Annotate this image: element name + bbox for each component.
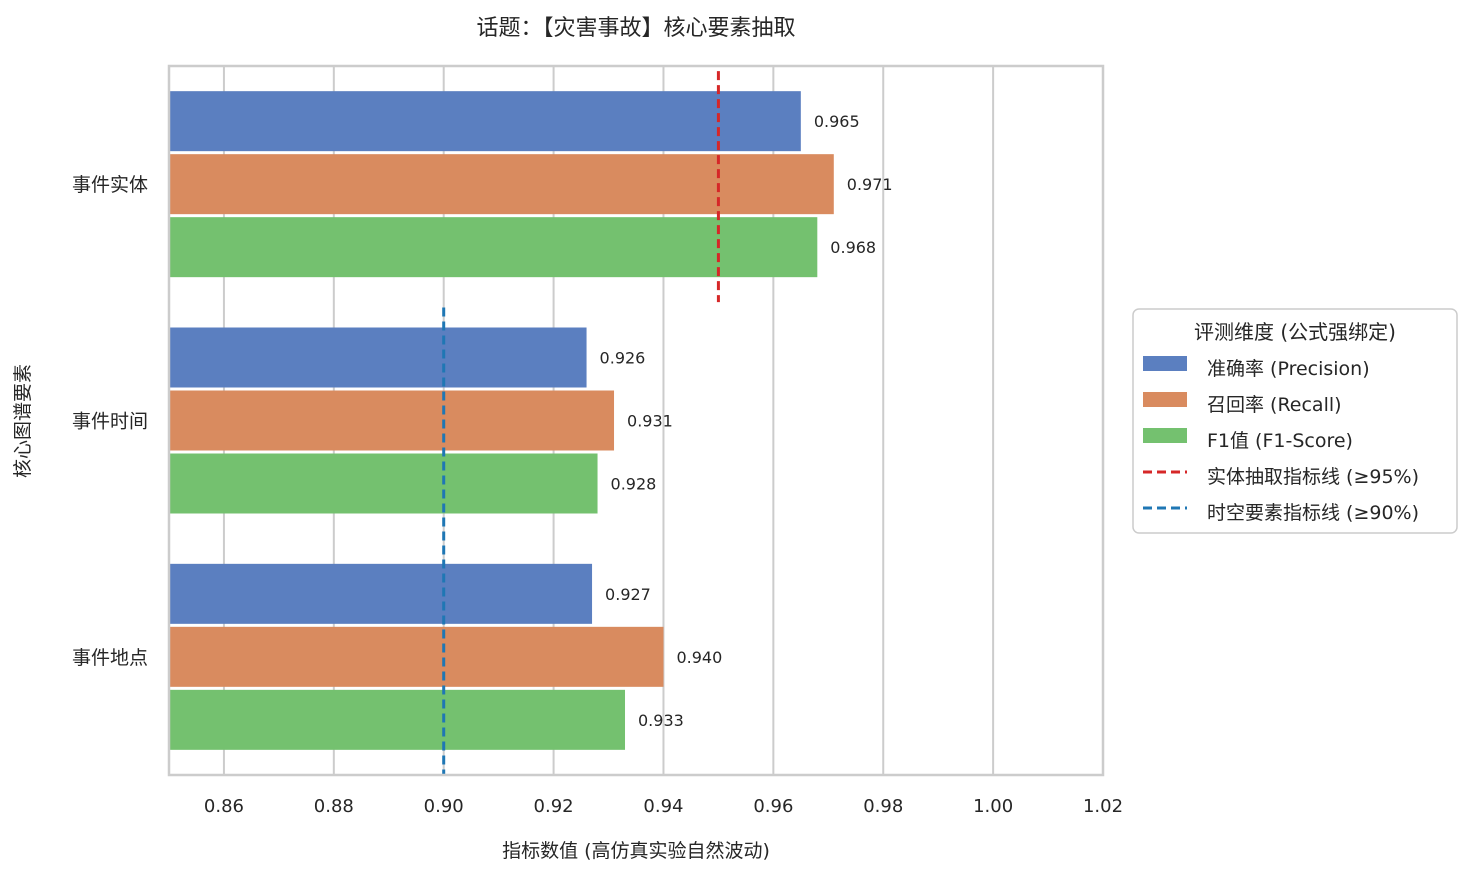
y-category-label: 事件实体 xyxy=(72,174,148,196)
legend-title: 评测维度 (公式强绑定) xyxy=(1194,320,1396,344)
legend-item-label: 实体抽取指标线 (≥95%) xyxy=(1207,466,1419,488)
data-label: 0.926 xyxy=(600,349,646,368)
legend-swatch xyxy=(1143,356,1187,371)
legend-item-label: 召回率 (Recall) xyxy=(1207,394,1342,416)
legend-item-label: F1值 (F1-Score) xyxy=(1207,430,1353,452)
y-axis-label: 核心图谱要素 xyxy=(12,364,34,478)
data-label: 0.927 xyxy=(605,585,651,604)
y-category-label: 事件时间 xyxy=(72,411,148,433)
x-tick-label: 0.90 xyxy=(424,796,464,817)
bar xyxy=(169,453,598,514)
x-tick-label: 1.00 xyxy=(973,796,1013,817)
legend-swatch xyxy=(1143,428,1187,443)
x-tick-label: 0.86 xyxy=(204,796,244,817)
chart-title: 话题：【灾害事故】核心要素抽取 xyxy=(476,16,795,41)
data-label: 0.933 xyxy=(638,711,684,730)
data-label: 0.965 xyxy=(814,112,860,131)
plot-frame xyxy=(167,64,1105,777)
data-label: 0.931 xyxy=(627,412,673,431)
x-axis-label: 指标数值 (高仿真实验自然波动) xyxy=(502,840,770,862)
bar xyxy=(169,327,587,388)
bar xyxy=(169,217,818,278)
bar xyxy=(169,626,664,687)
y-category-label: 事件地点 xyxy=(72,647,148,669)
data-label: 0.928 xyxy=(611,475,657,494)
x-tick-label: 1.02 xyxy=(1083,796,1123,817)
bar xyxy=(169,390,615,451)
bar xyxy=(169,91,801,152)
x-tick-label: 0.96 xyxy=(753,796,793,817)
data-label: 0.968 xyxy=(830,238,876,257)
legend: 评测维度 (公式强绑定) 准确率 (Precision) 召回率 (Recall) F… xyxy=(1132,308,1458,534)
bar xyxy=(169,154,834,215)
legend-frame xyxy=(1132,308,1458,534)
x-tick-label: 0.94 xyxy=(643,796,683,817)
x-tick-label: 0.88 xyxy=(314,796,354,817)
legend-item-label: 准确率 (Precision) xyxy=(1207,358,1370,380)
bar xyxy=(169,689,626,750)
legend-swatch xyxy=(1143,392,1187,407)
bar xyxy=(169,563,593,624)
data-label: 0.971 xyxy=(847,175,893,194)
x-tick-label: 0.98 xyxy=(863,796,903,817)
data-label: 0.940 xyxy=(676,648,722,667)
plot-area: 0.86 0.88 0.90 0.92 0.94 0.96 0.98 1.00 1.02 0.96… xyxy=(72,64,1123,817)
legend-item-label: 时空要素指标线 (≥90%) xyxy=(1207,502,1419,524)
x-tick-label: 0.92 xyxy=(534,796,574,817)
